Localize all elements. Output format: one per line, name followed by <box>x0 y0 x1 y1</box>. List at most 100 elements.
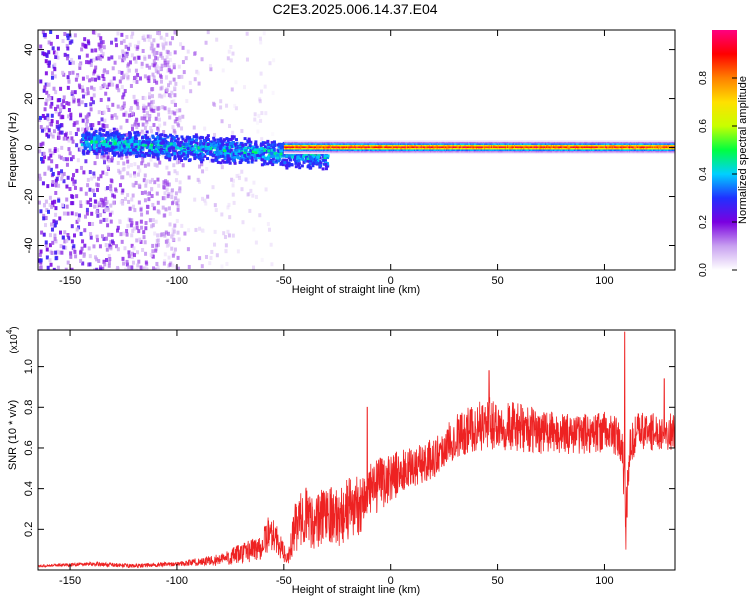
spectrogram-cell <box>530 144 533 147</box>
spectrogram-cell <box>470 141 473 144</box>
spectrogram-cell <box>474 147 478 150</box>
spectrogram-cell <box>424 150 427 153</box>
spectrogram-cell <box>217 152 221 156</box>
spectrogram-cell <box>452 144 456 147</box>
spectrogram-cell <box>122 112 126 117</box>
spectrogram-cell <box>420 150 423 153</box>
spectrogram-cell <box>521 147 525 150</box>
spectrogram-cell <box>311 143 314 145</box>
spectrogram-cell <box>519 146 522 148</box>
spectrogram-cell <box>304 146 307 148</box>
spectrogram-cell <box>354 152 357 155</box>
spectrogram-cell <box>531 146 534 148</box>
spectrogram-cell <box>156 233 160 238</box>
spectrogram-cell <box>44 215 48 220</box>
spectrogram-cell <box>531 143 534 145</box>
spectrogram-cell <box>502 147 505 150</box>
spectrogram-cell <box>329 147 333 150</box>
spectrogram-cell <box>298 143 301 145</box>
spectrogram-cell <box>102 156 106 161</box>
spectrogram-cell <box>132 56 136 61</box>
spectrogram-cell <box>223 156 227 160</box>
spectrogram-cell <box>360 143 364 145</box>
spectrogram-cell <box>57 135 61 140</box>
spectrogram-cell <box>494 141 497 144</box>
spectrogram-cell <box>294 165 298 169</box>
spectrogram-cell <box>368 150 372 153</box>
spectrogram-cell <box>80 100 84 105</box>
spectrogram-cell <box>82 253 86 258</box>
spectrogram-cell <box>247 192 251 197</box>
spectrogram-cell <box>86 39 90 44</box>
spectrogram-cell <box>333 141 336 144</box>
spectrogram-cell <box>484 143 487 145</box>
spectrogram-cell <box>243 137 247 141</box>
spectrogram-cell <box>507 144 510 147</box>
spectrogram-cell <box>475 143 479 145</box>
spectrogram-cell <box>333 152 336 155</box>
spectrogram-cell <box>523 149 526 151</box>
spectrogram-cell <box>309 152 312 155</box>
spectrogram-cell <box>326 143 329 145</box>
spectrogram-cell <box>259 144 263 148</box>
spectrogram-cell <box>324 152 327 155</box>
spectrogram-cell <box>494 143 497 145</box>
spectrogram-cell <box>527 144 530 147</box>
spectrogram-cell <box>405 149 408 151</box>
spectrogram-cell <box>368 147 372 150</box>
spectrogram-cell <box>122 73 126 78</box>
spectrogram-cell <box>333 146 336 148</box>
spectrogram-cell <box>344 144 347 147</box>
spectrogram-cell <box>132 246 136 251</box>
spectrogram-cell <box>439 143 442 145</box>
spectrogram-cell <box>372 152 375 155</box>
spectrogram-cell <box>386 140 389 142</box>
spectrogram-cell <box>437 150 441 153</box>
spectrogram-cell <box>290 152 293 155</box>
spectrogram-cell <box>201 228 205 233</box>
spectrogram-cell <box>297 150 300 153</box>
spectrogram-cell <box>318 146 321 148</box>
spectrogram-cell <box>93 204 97 209</box>
spectrogram-cell <box>85 151 89 155</box>
spectrogram-cell <box>262 31 266 36</box>
spectrogram-cell <box>370 147 373 150</box>
spectrogram-cell <box>130 251 134 256</box>
spectrogram-cell <box>71 95 75 100</box>
spectrogram-cell <box>140 61 144 66</box>
spectrogram-cell <box>461 147 464 150</box>
spectrogram-cell <box>167 110 171 115</box>
spectrogram-cell <box>428 141 431 144</box>
spectrogram-cell <box>351 152 354 155</box>
spectrogram-cell <box>534 146 537 148</box>
spectrogram-cell <box>248 144 252 148</box>
spectrogram-cell <box>307 141 311 144</box>
spectrogram-cell <box>306 152 310 155</box>
spectrogram-cell <box>167 107 171 112</box>
spectrogram-cell <box>131 31 135 36</box>
spectrogram-cell <box>524 152 527 155</box>
spectrogram-cell <box>265 146 269 150</box>
spectrogram-cell <box>45 208 49 213</box>
spectrogram-cell <box>232 152 236 156</box>
spectrogram-cell <box>150 143 154 147</box>
spectrogram-cell <box>97 176 101 181</box>
spectrogram-cell <box>254 146 258 150</box>
spectrogram-cell <box>145 63 149 68</box>
spectrogram-cell <box>123 148 127 152</box>
spectrogram-cell <box>387 149 390 151</box>
spectrogram-cell <box>148 95 152 100</box>
spectrogram-cell <box>56 249 60 254</box>
spectrogram-cell <box>176 207 180 212</box>
spectrogram-cell <box>287 154 291 158</box>
spectrogram-cell <box>266 141 270 145</box>
spectrogram-cell <box>347 144 350 147</box>
spectrogram-cell <box>44 240 48 245</box>
spectrogram-cell <box>295 152 298 155</box>
spectrogram-cell <box>206 30 210 35</box>
spectrogram-cell <box>408 140 411 142</box>
spectrogram-cell <box>109 203 113 208</box>
spectrogram-cell <box>538 150 541 153</box>
spectrogram-cell <box>120 190 124 195</box>
spectrogram-cell <box>403 147 406 150</box>
